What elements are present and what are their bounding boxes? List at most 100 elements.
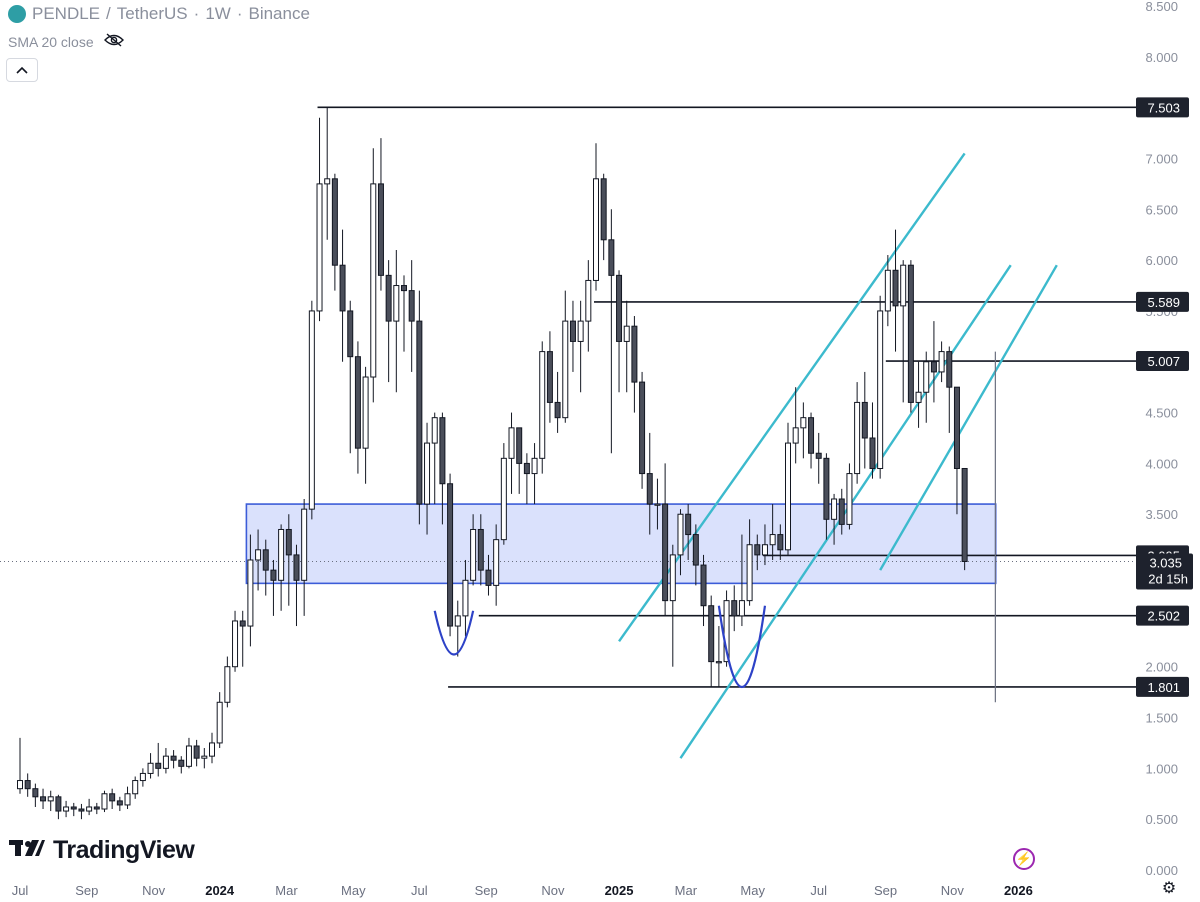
candle[interactable] xyxy=(347,300,354,454)
candle[interactable] xyxy=(877,295,884,479)
candle[interactable] xyxy=(17,737,23,794)
candle[interactable] xyxy=(531,443,538,505)
candle[interactable] xyxy=(746,519,753,606)
candle[interactable] xyxy=(55,794,62,820)
candle[interactable] xyxy=(24,773,31,797)
candle[interactable] xyxy=(132,776,139,799)
candle[interactable] xyxy=(301,498,308,616)
candle[interactable] xyxy=(401,275,407,352)
candle[interactable] xyxy=(63,800,70,818)
candle[interactable] xyxy=(785,422,791,555)
candles-layer[interactable] xyxy=(17,107,996,820)
candle[interactable] xyxy=(377,138,384,291)
candle[interactable] xyxy=(224,656,231,708)
candle[interactable] xyxy=(585,260,592,352)
symbol-name[interactable]: PENDLE xyxy=(32,4,101,23)
candle[interactable] xyxy=(838,488,845,535)
candle[interactable] xyxy=(738,534,745,627)
time-axis[interactable]: Jul Sep Nov 2024 Mar May Jul Sep Nov 2025 Mar May Ju… xyxy=(12,883,1033,898)
channel-upper-line[interactable] xyxy=(618,152,966,642)
candle[interactable] xyxy=(554,371,561,433)
candle[interactable] xyxy=(608,209,615,454)
candle[interactable] xyxy=(247,534,254,647)
candle[interactable] xyxy=(209,732,215,764)
candle[interactable] xyxy=(646,432,653,535)
eye-crossed-icon[interactable] xyxy=(103,33,124,50)
candle[interactable] xyxy=(539,341,546,474)
candle[interactable] xyxy=(854,382,861,484)
candle[interactable] xyxy=(278,524,285,611)
candle[interactable] xyxy=(262,539,269,596)
candle[interactable] xyxy=(662,463,669,616)
candle[interactable] xyxy=(639,371,646,489)
candle[interactable] xyxy=(86,798,93,816)
candle[interactable] xyxy=(285,514,292,606)
candle[interactable] xyxy=(185,737,192,769)
candle[interactable] xyxy=(462,559,469,637)
candle[interactable] xyxy=(923,351,930,423)
candle[interactable] xyxy=(708,595,715,688)
interval-label[interactable]: 1W xyxy=(205,4,231,23)
gear-icon[interactable]: ⚙ xyxy=(1161,880,1177,897)
candle[interactable] xyxy=(800,402,807,459)
candle[interactable] xyxy=(370,148,377,403)
candle[interactable] xyxy=(101,790,108,813)
candle[interactable] xyxy=(339,229,346,362)
candle[interactable] xyxy=(761,524,768,566)
candle[interactable] xyxy=(424,422,431,535)
candle[interactable] xyxy=(32,783,39,807)
candle[interactable] xyxy=(447,473,454,637)
candle[interactable] xyxy=(731,585,738,632)
candle[interactable] xyxy=(685,504,692,560)
candle[interactable] xyxy=(938,341,945,383)
candle[interactable] xyxy=(577,300,584,393)
candle[interactable] xyxy=(754,534,761,571)
candle[interactable] xyxy=(216,692,223,749)
candle[interactable] xyxy=(900,260,907,403)
candle[interactable] xyxy=(792,387,799,464)
candle[interactable] xyxy=(385,260,392,383)
candle[interactable] xyxy=(516,427,523,494)
candle[interactable] xyxy=(485,554,492,596)
candle[interactable] xyxy=(700,554,707,627)
candle[interactable] xyxy=(677,509,684,576)
candle[interactable] xyxy=(823,453,830,540)
candle[interactable] xyxy=(654,478,661,530)
lightning-icon[interactable]: ⚡ xyxy=(1013,848,1035,870)
candle[interactable] xyxy=(431,412,438,505)
candle[interactable] xyxy=(523,453,530,505)
channel-middle-line[interactable] xyxy=(879,264,1058,571)
candle[interactable] xyxy=(777,524,784,560)
candle[interactable] xyxy=(861,371,868,469)
candle[interactable] xyxy=(907,260,914,413)
candle[interactable] xyxy=(493,524,500,606)
candle[interactable] xyxy=(116,796,123,812)
candle[interactable] xyxy=(692,524,699,586)
candle[interactable] xyxy=(439,412,446,525)
candle[interactable] xyxy=(930,321,937,403)
support-zone-rect[interactable] xyxy=(245,503,997,585)
candle[interactable] xyxy=(869,402,876,479)
rounding-bottom-arc[interactable] xyxy=(433,610,475,656)
candle[interactable] xyxy=(139,768,146,787)
candle[interactable] xyxy=(408,260,415,372)
candle[interactable] xyxy=(362,366,369,484)
candle[interactable] xyxy=(715,626,722,688)
candle[interactable] xyxy=(546,331,553,423)
candle[interactable] xyxy=(124,786,131,810)
candle[interactable] xyxy=(884,255,891,327)
indicator-label[interactable]: SMA 20 close xyxy=(8,33,94,50)
rounding-bottom-arc[interactable] xyxy=(717,605,767,689)
candle[interactable] xyxy=(239,610,246,667)
candle[interactable] xyxy=(232,610,239,672)
candle[interactable] xyxy=(47,790,54,812)
candle[interactable] xyxy=(178,756,185,774)
candle[interactable] xyxy=(815,432,822,484)
candle[interactable] xyxy=(78,803,85,820)
candle[interactable] xyxy=(416,290,423,525)
candle[interactable] xyxy=(331,173,338,291)
candle[interactable] xyxy=(477,514,484,586)
candle[interactable] xyxy=(270,559,277,616)
candle[interactable] xyxy=(316,117,323,322)
candle[interactable] xyxy=(93,802,100,815)
